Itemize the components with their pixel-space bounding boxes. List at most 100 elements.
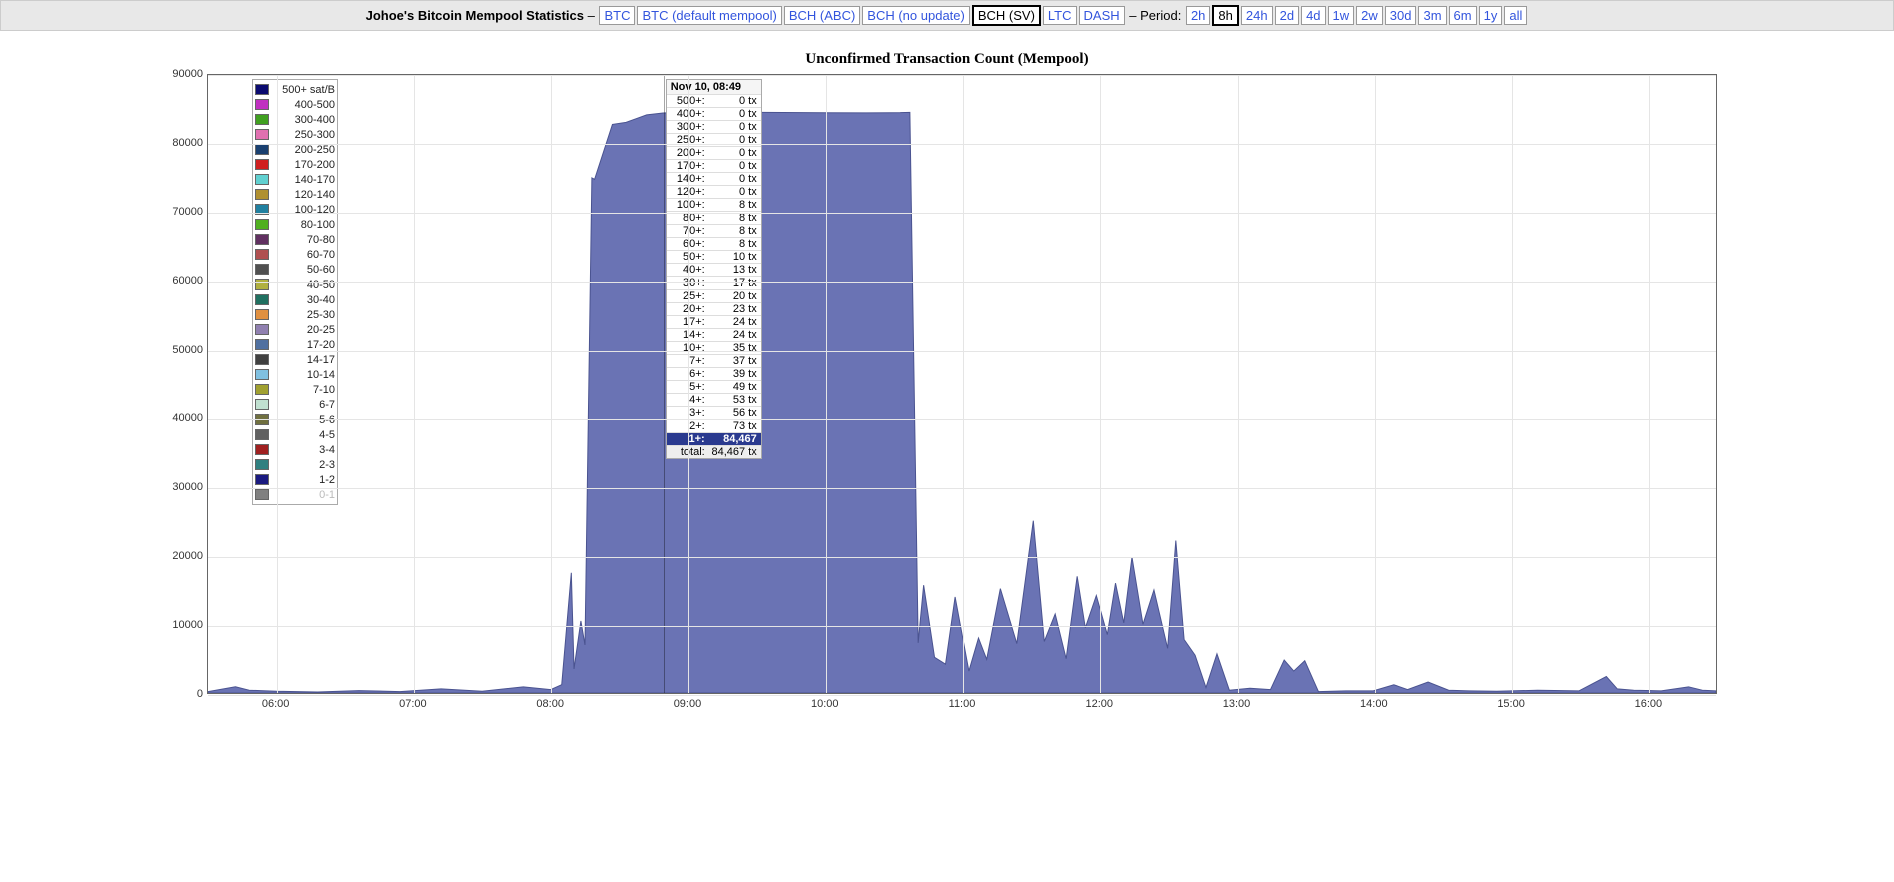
period-link[interactable]: 6m [1449, 6, 1477, 25]
x-tick-label: 09:00 [674, 698, 702, 710]
tooltip-value: 20 tx [711, 290, 757, 302]
period-link[interactable]: 1y [1479, 6, 1503, 25]
legend-item[interactable]: 6-7 [255, 397, 335, 412]
legend-item[interactable]: 500+ sat/B [255, 82, 335, 97]
x-tick-label: 11:00 [949, 698, 976, 710]
legend-label: 7-10 [275, 384, 335, 396]
grid-line-h [208, 75, 1716, 76]
tooltip-value: 24 tx [711, 329, 757, 341]
tooltip-row: total:84,467 tx [667, 445, 761, 458]
tooltip-row: 1+:84,467 tx [667, 432, 761, 445]
legend-item[interactable]: 300-400 [255, 112, 335, 127]
period-label: Period: [1140, 8, 1181, 23]
legend-swatch [255, 234, 269, 245]
coin-link[interactable]: DASH [1079, 6, 1125, 25]
grid-line-v [688, 75, 689, 693]
coin-link[interactable]: BTC [599, 6, 635, 25]
legend-swatch [255, 429, 269, 440]
x-tick-label: 10:00 [811, 698, 839, 710]
legend-label: 4-5 [275, 429, 335, 441]
coin-nav: BTCBTC (default mempool)BCH (ABC)BCH (no… [598, 8, 1125, 23]
legend-item[interactable]: 30-40 [255, 292, 335, 307]
tooltip-value: 49 tx [711, 381, 757, 393]
tooltip-value: 0 tx [711, 95, 757, 107]
tooltip-key: 25+: [671, 290, 711, 302]
legend-swatch [255, 249, 269, 260]
legend-item[interactable]: 60-70 [255, 247, 335, 262]
chart-area[interactable]: 0100002000030000400005000060000700008000… [167, 74, 1727, 714]
tooltip-box: Nov 10, 08:49500+:0 tx400+:0 tx300+:0 tx… [666, 79, 762, 459]
legend-item[interactable]: 1-2 [255, 472, 335, 487]
legend-item[interactable]: 40-50 [255, 277, 335, 292]
grid-line-v [1100, 75, 1101, 693]
tooltip-value: 53 tx [711, 394, 757, 406]
topbar: Johoe's Bitcoin Mempool Statistics – BTC… [0, 0, 1894, 31]
tooltip-row: 17+:24 tx [667, 315, 761, 328]
plot-region[interactable]: 500+ sat/B400-500300-400250-300200-25017… [207, 74, 1717, 694]
legend-label: 6-7 [275, 399, 335, 411]
tooltip-row: 10+:35 tx [667, 341, 761, 354]
period-link[interactable]: 2w [1356, 6, 1383, 25]
legend-item[interactable]: 2-3 [255, 457, 335, 472]
grid-line-h [208, 626, 1716, 627]
tooltip-key: 140+: [671, 173, 711, 185]
tooltip-key: 120+: [671, 186, 711, 198]
period-link[interactable]: 8h [1212, 5, 1238, 26]
period-link[interactable]: all [1504, 6, 1527, 25]
legend-swatch [255, 129, 269, 140]
period-link[interactable]: 30d [1385, 6, 1417, 25]
tooltip-value: 0 tx [711, 147, 757, 159]
legend-item[interactable]: 4-5 [255, 427, 335, 442]
legend-item[interactable]: 25-30 [255, 307, 335, 322]
legend-item[interactable]: 3-4 [255, 442, 335, 457]
legend-swatch [255, 399, 269, 410]
tooltip-value: 8 tx [711, 199, 757, 211]
legend-swatch [255, 474, 269, 485]
period-link[interactable]: 2h [1186, 6, 1210, 25]
period-link[interactable]: 1w [1328, 6, 1355, 25]
coin-link[interactable]: LTC [1043, 6, 1077, 25]
legend-item[interactable]: 170-200 [255, 157, 335, 172]
tooltip-row: 50+:10 tx [667, 250, 761, 263]
tooltip-key: 300+: [671, 121, 711, 133]
legend-item[interactable]: 10-14 [255, 367, 335, 382]
coin-link[interactable]: BCH (ABC) [784, 6, 860, 25]
legend-item[interactable]: 20-25 [255, 322, 335, 337]
legend-swatch [255, 339, 269, 350]
legend-item[interactable]: 14-17 [255, 352, 335, 367]
x-tick-label: 06:00 [262, 698, 290, 710]
coin-link[interactable]: BCH (no update) [862, 6, 970, 25]
tooltip-key: 14+: [671, 329, 711, 341]
legend-item[interactable]: 250-300 [255, 127, 335, 142]
period-link[interactable]: 24h [1241, 6, 1273, 25]
coin-link[interactable]: BTC (default mempool) [637, 6, 781, 25]
tooltip-key: 400+: [671, 108, 711, 120]
legend-swatch [255, 324, 269, 335]
legend-item[interactable]: 140-170 [255, 172, 335, 187]
tooltip-row: 25+:20 tx [667, 289, 761, 302]
period-link[interactable]: 3m [1418, 6, 1446, 25]
tooltip-value: 84,467 tx [711, 433, 757, 445]
legend-item[interactable]: 70-80 [255, 232, 335, 247]
legend-swatch [255, 219, 269, 230]
legend-swatch [255, 114, 269, 125]
tooltip-row: 60+:8 tx [667, 237, 761, 250]
legend-item[interactable]: 7-10 [255, 382, 335, 397]
legend-label: 2-3 [275, 459, 335, 471]
grid-line-v [826, 75, 827, 693]
x-tick-label: 12:00 [1086, 698, 1114, 710]
legend-label: 250-300 [275, 129, 335, 141]
legend-item[interactable]: 50-60 [255, 262, 335, 277]
legend-item[interactable]: 400-500 [255, 97, 335, 112]
grid-line-h [208, 351, 1716, 352]
legend-label: 50-60 [275, 264, 335, 276]
legend-item[interactable]: 100-120 [255, 202, 335, 217]
period-link[interactable]: 4d [1301, 6, 1325, 25]
y-tick-label: 90000 [172, 68, 203, 80]
legend-item[interactable]: 80-100 [255, 217, 335, 232]
grid-line-v [414, 75, 415, 693]
tooltip-row: 4+:53 tx [667, 393, 761, 406]
coin-link[interactable]: BCH (SV) [972, 5, 1041, 26]
legend-item[interactable]: 120-140 [255, 187, 335, 202]
period-link[interactable]: 2d [1275, 6, 1299, 25]
